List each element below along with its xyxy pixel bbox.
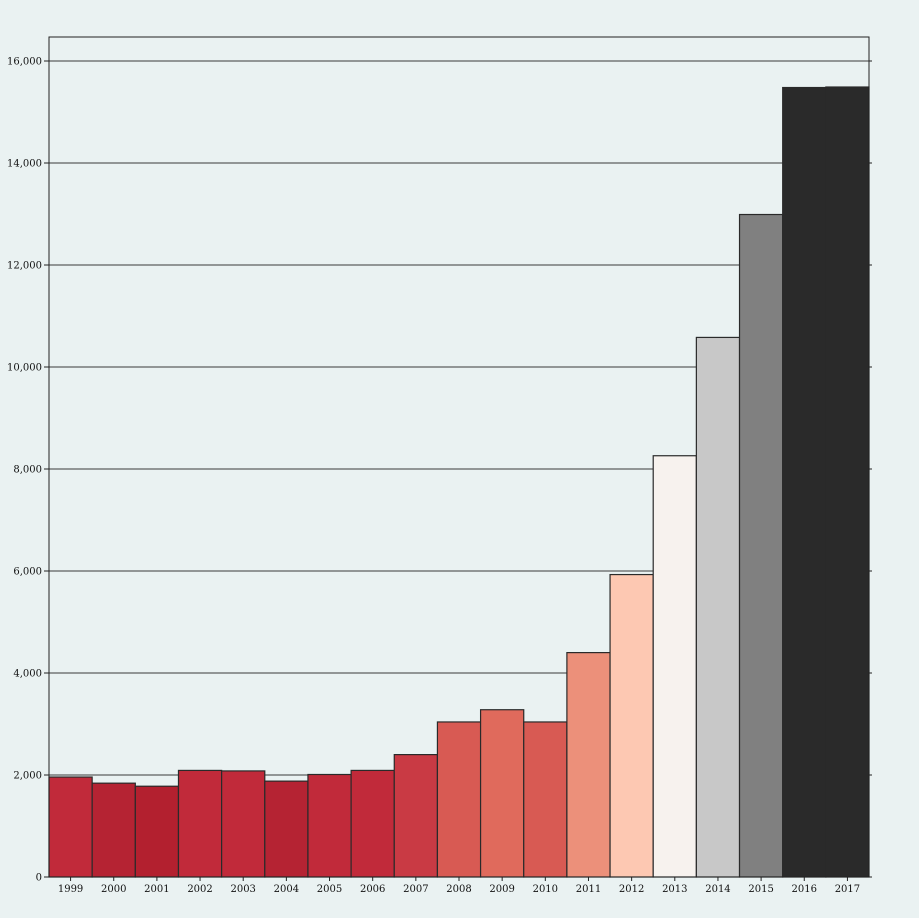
bar-2003 <box>221 770 266 878</box>
bars <box>48 86 870 878</box>
x-tick-label: 2001 <box>144 884 169 895</box>
bar-2011 <box>566 651 611 878</box>
x-tick-label: 2012 <box>619 884 644 895</box>
bar-2004 <box>264 780 309 878</box>
x-tick-label: 2013 <box>662 884 687 895</box>
x-tick-label: 2008 <box>446 884 471 895</box>
bar-2000 <box>91 782 136 878</box>
bar-2013 <box>652 455 697 878</box>
y-tick-label: 6,000 <box>13 567 42 578</box>
bar-2014 <box>695 336 741 878</box>
bar-2012 <box>609 573 654 878</box>
x-tick-label: 2015 <box>748 884 773 895</box>
x-tick-label: 2010 <box>533 884 558 895</box>
bar-2010 <box>523 721 568 878</box>
bar-2001 <box>134 785 180 878</box>
x-tick-label: 2005 <box>317 884 342 895</box>
x-tick-label: 2007 <box>403 884 428 895</box>
y-tick-label: 2,000 <box>13 771 42 782</box>
x-tick-label: 2004 <box>274 884 299 895</box>
x-tick-label: 2014 <box>705 884 730 895</box>
y-tick-label: 10,000 <box>7 363 42 374</box>
y-tick-label: 8,000 <box>13 465 42 476</box>
x-tick-label: 2006 <box>360 884 385 895</box>
y-tick-label: 14,000 <box>7 159 42 170</box>
y-axis-ticks: 0 2,000 4,000 6,000 8,000 10,000 12,000 14,000 1… <box>7 57 872 884</box>
x-tick-label: 1999 <box>58 884 83 895</box>
x-tick-label: 2017 <box>835 884 860 895</box>
x-tick-label: 2011 <box>576 884 601 895</box>
bar-2005 <box>307 773 352 878</box>
x-tick-label: 2002 <box>187 884 212 895</box>
x-tick-label: 2003 <box>230 884 255 895</box>
y-tick-label: 12,000 <box>7 261 42 272</box>
bar-2002 <box>177 769 223 878</box>
bar-2007 <box>393 753 439 878</box>
x-tick-label: 2016 <box>792 884 817 895</box>
x-axis-ticks: 1999 2000 2001 2002 2003 2004 2005 2006 2007 2008… <box>58 877 860 895</box>
x-tick-label: 2009 <box>489 884 514 895</box>
x-tick-label: 2000 <box>101 884 126 895</box>
bar-2015 <box>738 213 784 878</box>
bar-2017 <box>825 86 870 878</box>
bar-2006 <box>350 769 395 878</box>
y-tick-label: 0 <box>36 873 42 884</box>
y-tick-label: 4,000 <box>13 669 42 680</box>
y-tick-label: 16,000 <box>7 57 42 68</box>
bar-2008 <box>436 721 482 878</box>
bar-2009 <box>479 709 525 878</box>
bar-1999 <box>48 776 93 878</box>
bar-2016 <box>782 86 827 878</box>
